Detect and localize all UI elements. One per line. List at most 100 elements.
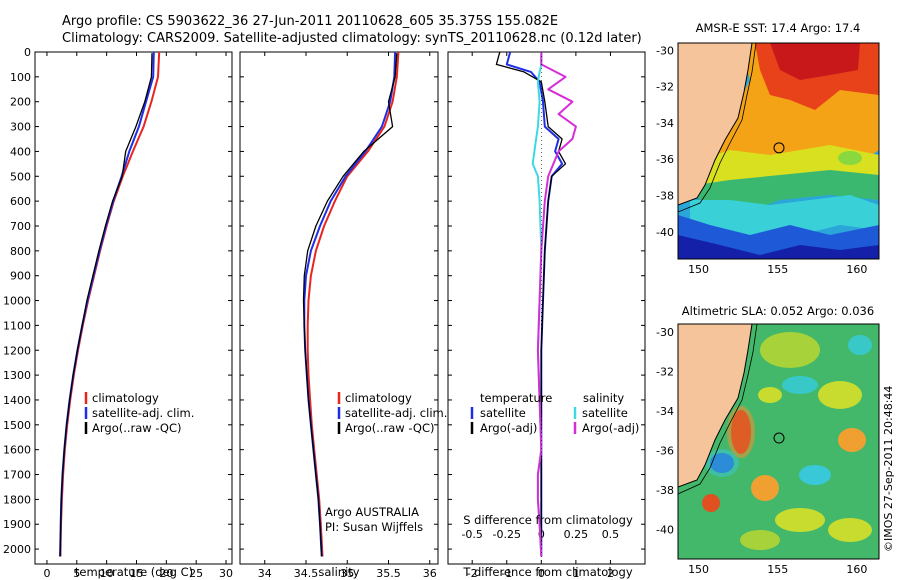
temperature-series-0 [59, 52, 161, 557]
depth-tick-label: 2000 [3, 543, 31, 556]
sla-map-ytick-label: -40 [656, 523, 674, 536]
sst-land [678, 43, 752, 205]
difference-legend: temperature salinity satellite Argo(-adj… [470, 391, 639, 435]
salinity-plot-frame [239, 51, 439, 565]
depth-tick-label: 1000 [3, 295, 31, 308]
sst-map-ytick-label: -38 [656, 189, 674, 202]
sla-anomaly-blue-2 [799, 465, 831, 485]
sst-map-title: AMSR-E SST: 17.4 Argo: 17.4 [696, 21, 861, 35]
depth-tick-label: 200 [10, 96, 31, 109]
depth-tick-label: 1400 [3, 394, 31, 407]
temperature-series-2 [59, 53, 153, 557]
legend-title-temperature: temperature [480, 391, 552, 405]
depth-tick-label: 800 [10, 245, 31, 258]
sla-anomaly-yellow-3 [758, 387, 782, 403]
difference-xtick-label: 2 [607, 567, 614, 580]
legend-label-climatology: climatology [345, 391, 412, 405]
depth-tick-label: 900 [10, 270, 31, 283]
difference-s-tick-label: -0.5 [461, 528, 482, 541]
temperature-xtick-label: 25 [189, 567, 203, 580]
legend-label-satellite: satellite-adj. clim. [345, 406, 447, 420]
difference-xlabel: T difference from climatology [462, 565, 633, 579]
sst-map-frame [677, 42, 880, 260]
depth-tick-label: 1700 [3, 469, 31, 482]
copyright-stamp: ©IMOS 27-Sep-2011 20:48:44 [882, 386, 895, 552]
sst-map-xtick-label: 160 [846, 263, 867, 276]
temperature-xtick-label: 20 [159, 567, 173, 580]
sla-map-xtick-label: 150 [688, 563, 709, 576]
difference-xtick-label: -2 [467, 567, 478, 580]
sla-map-ytick-label: -34 [656, 405, 674, 418]
sst-heatmap [678, 43, 879, 259]
sla-map-ytick-label: -30 [656, 326, 674, 339]
difference-s-tick-label: 0.25 [564, 528, 589, 541]
sla-anomaly-cyan-3 [705, 449, 739, 477]
difference-s-tick-label: 0.5 [602, 528, 620, 541]
sla-anomaly-orange-2 [838, 428, 866, 452]
sla-map-xtick-label: 160 [846, 563, 867, 576]
salinity-series-2 [302, 53, 398, 557]
sst-map-ytick-label: -40 [656, 226, 674, 239]
sla-anomaly-yellow-5 [740, 530, 780, 550]
difference-xtick-label: 0 [538, 567, 545, 580]
difference-series-3 [536, 52, 577, 557]
sla-map-frame [677, 323, 880, 560]
depth-tick-label: 1900 [3, 518, 31, 531]
sst-hot-core [770, 43, 860, 80]
difference-series-1 [495, 52, 567, 557]
salinity-xtick-label: 36 [423, 567, 437, 580]
sst-map-ytick-label: -36 [656, 153, 674, 166]
depth-tick-label: 400 [10, 145, 31, 158]
temperature-xtick-label: 5 [73, 567, 80, 580]
sla-map-ytick-label: -38 [656, 484, 674, 497]
salinity-xtick-label: 35 [340, 567, 354, 580]
sst-map-xtick-label: 150 [688, 263, 709, 276]
difference-plot-frame [447, 51, 646, 565]
sla-anomaly-yellow-2 [818, 381, 862, 409]
difference-xtick-label: -1 [501, 567, 512, 580]
legend-title-salinity: salinity [583, 391, 624, 405]
difference-series-0 [505, 52, 564, 557]
depth-tick-label: 1300 [3, 369, 31, 382]
salinity-legend: climatology satellite-adj. clim. Argo(..… [337, 391, 447, 435]
salinity-xtick-label: 34 [258, 567, 272, 580]
sla-anomaly-yellow-6 [828, 518, 872, 542]
temperature-series [59, 52, 161, 557]
temperature-xtick-label: 15 [129, 567, 143, 580]
temperature-series-1 [59, 52, 155, 557]
depth-tick-label: 1200 [3, 344, 31, 357]
depth-tick-label: 300 [10, 121, 31, 134]
difference-s-tick-label: -0.25 [493, 528, 521, 541]
legend-label-satellite: satellite-adj. clim. [92, 406, 194, 420]
sst-map-ytick-label: -34 [656, 117, 674, 130]
sla-anomaly-yellow-1 [760, 332, 820, 368]
temperature-xtick-label: 10 [100, 567, 114, 580]
argo-note-line1: Argo AUSTRALIA [325, 505, 419, 519]
sla-map-title: Altimetric SLA: 0.052 Argo: 0.036 [682, 304, 874, 318]
legend-label-t-argo: Argo(-adj) [480, 421, 537, 435]
sla-coastline [678, 324, 753, 488]
sla-anomaly-cyan-2 [782, 376, 818, 394]
sst-coastline [678, 43, 753, 206]
legend-label-argo: Argo(..raw -QC) [345, 421, 435, 435]
sla-argo-position-marker [773, 432, 785, 444]
temperature-xtick-label: 0 [43, 567, 50, 580]
sla-anomaly-orange-1 [727, 406, 755, 458]
sla-map-ytick-label: -32 [656, 365, 674, 378]
sla-heatmap [678, 324, 879, 559]
depth-tick-label: 1800 [3, 493, 31, 506]
legend-label-s-argo: Argo(-adj) [582, 421, 639, 435]
sst-map-xtick-label: 155 [767, 263, 788, 276]
sst-map-ytick-label: -30 [656, 44, 674, 57]
sla-anomaly-orange-3 [751, 475, 779, 501]
legend-label-t-satellite: satellite [480, 406, 526, 420]
header-line-1: Argo profile: CS 5903622_36 27-Jun-2011 … [62, 14, 558, 29]
sla-anomaly-cyan-1 [848, 335, 872, 355]
depth-tick-label: 1100 [3, 319, 31, 332]
depth-tick-label: 700 [10, 220, 31, 233]
depth-tick-label: 0 [24, 46, 31, 59]
depth-tick-label: 600 [10, 195, 31, 208]
difference-xtick-label: 1 [572, 567, 579, 580]
salinity-xtick-label: 35.5 [376, 567, 401, 580]
